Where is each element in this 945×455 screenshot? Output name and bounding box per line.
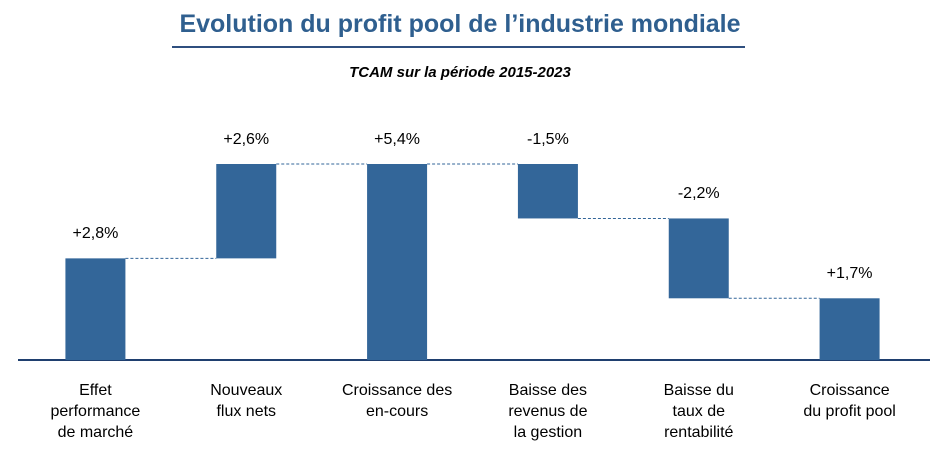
x-tick-label: Baisse des revenus de la gestion — [508, 382, 588, 441]
bar — [668, 218, 729, 299]
x-tick-label: Effet performance de marché — [50, 382, 141, 441]
x-tick-label: Nouveaux flux nets — [210, 382, 283, 420]
x-tick-label: Croissance des en-cours — [341, 382, 453, 420]
value-label: +5,4% — [374, 131, 420, 148]
bar — [216, 164, 277, 259]
value-label: +2,6% — [223, 131, 270, 148]
bar — [65, 258, 126, 360]
value-label: -2,2% — [677, 185, 720, 203]
x-tick-label: Croissance du profit pool — [803, 382, 896, 420]
value-label: +2,8% — [72, 225, 119, 243]
bar — [367, 164, 428, 360]
value-label: +1,7% — [826, 265, 873, 283]
bar — [517, 164, 578, 219]
chart-title: Evolution du profit pool de l’industrie … — [179, 10, 741, 38]
x-tick-label: Baisse du taux de rentabilité — [663, 382, 734, 441]
chart-subtitle: TCAM sur la période 2015-2023 — [349, 64, 571, 81]
value-label: -1,5% — [527, 131, 569, 148]
bar — [819, 298, 880, 360]
